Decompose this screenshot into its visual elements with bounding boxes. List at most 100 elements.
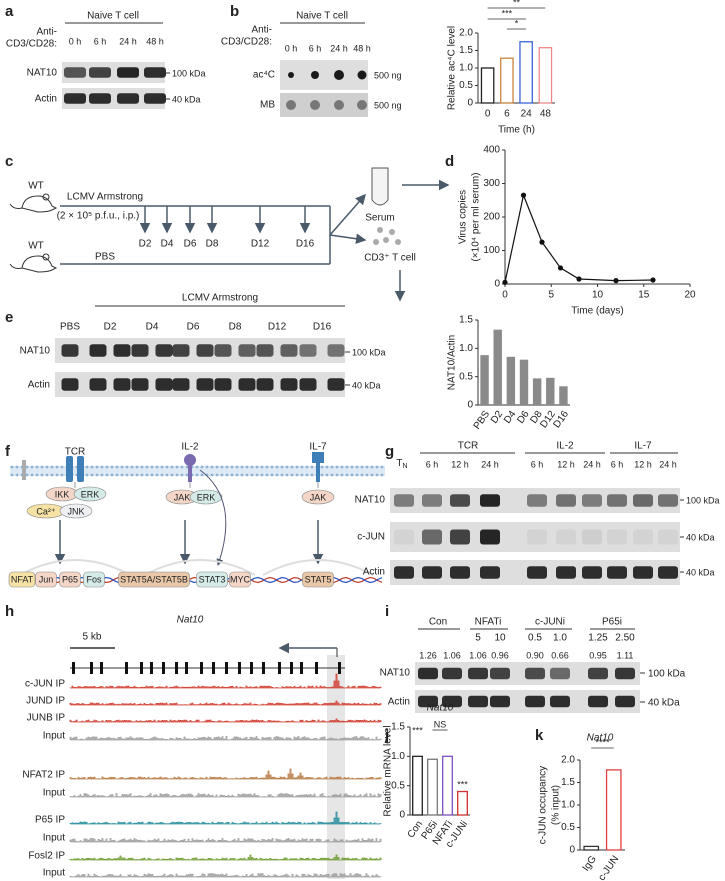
band [172, 344, 190, 357]
row-label: MB [260, 100, 275, 111]
control: PBS [95, 252, 115, 263]
panel-label: c [5, 153, 13, 170]
row-label: NAT10 [380, 668, 411, 679]
lane-label: 24 h [583, 459, 601, 469]
lipid [95, 465, 99, 469]
band [214, 378, 232, 391]
lipid [140, 465, 144, 469]
bar [506, 356, 516, 405]
dose-label: 0.5 [528, 633, 542, 644]
group-label: WT [28, 181, 44, 192]
control-label: T [396, 458, 402, 469]
track-label: Input [43, 833, 65, 844]
x-tick-label: 5 [548, 290, 554, 301]
line [504, 193, 654, 283]
lipid [265, 473, 269, 477]
y-tick-label: 0 [467, 400, 473, 411]
lipid [295, 473, 299, 477]
lipid [15, 465, 19, 469]
size-marker: 40 kDa [352, 380, 381, 390]
nucleus-arc [262, 559, 374, 576]
lipid [375, 473, 379, 477]
bar [457, 790, 468, 816]
y-tick-label: 1.0 [459, 63, 473, 74]
track-label: NFAT2 IP [22, 770, 65, 781]
lane-label: 6 h [531, 459, 544, 469]
signal-label: JAK [310, 492, 327, 502]
dose: (2 × 10⁵ p.f.u., i.p.) [57, 211, 140, 222]
exon [300, 662, 303, 674]
treatment: Anti- [36, 27, 57, 38]
cell-icon [377, 227, 383, 233]
band [556, 494, 576, 507]
band [113, 344, 131, 357]
group-label: Con [429, 617, 447, 628]
band [61, 344, 79, 357]
receptor [66, 456, 73, 482]
size-marker: 100 kDa [172, 68, 206, 78]
receptor-label: IL-7 [309, 442, 327, 453]
x-tick-label: 6 [504, 109, 510, 120]
lipid [150, 473, 154, 477]
lane-label: 6 h [611, 459, 624, 469]
exon [90, 662, 93, 674]
exon [315, 662, 318, 674]
band [196, 378, 214, 391]
significance: **** [595, 737, 610, 747]
band [633, 529, 653, 545]
lipid [135, 473, 139, 477]
group-label: c-JUNi [535, 617, 565, 628]
y-tick-label: 0 [467, 98, 473, 109]
point [539, 239, 545, 245]
exon [278, 662, 281, 674]
significance: * [515, 18, 519, 28]
cell-icon [373, 239, 379, 245]
lipid [370, 473, 374, 477]
lane-label: 12 h [557, 459, 575, 469]
lipid [305, 465, 309, 469]
exon [262, 662, 265, 674]
lipid [220, 465, 224, 469]
signal-track [69, 768, 382, 780]
amount: 500 ng [374, 70, 402, 80]
lipid [115, 465, 119, 469]
lipid [180, 465, 184, 469]
y-tick-label: 0 [494, 279, 500, 290]
lipid [265, 465, 269, 469]
signal-track [69, 854, 382, 861]
dot [334, 100, 344, 110]
point [650, 277, 656, 283]
lipid [185, 465, 189, 469]
band [490, 695, 510, 708]
y-tick-label: 0 [569, 845, 575, 856]
cell-icon [383, 237, 389, 243]
lipid [165, 473, 169, 477]
y-tick-label: 300 [483, 178, 500, 189]
lipid [225, 465, 229, 469]
signal-node [59, 503, 93, 519]
size-marker: 100 kDa [352, 347, 386, 357]
dot [288, 72, 294, 78]
band [256, 344, 274, 357]
exon [162, 662, 165, 674]
nucleus-arc [19, 559, 131, 576]
lipid [180, 473, 184, 477]
lipid [150, 465, 154, 469]
bar [538, 47, 553, 104]
band [480, 494, 500, 507]
lipid [205, 465, 209, 469]
lipid [285, 473, 289, 477]
y-tick-label: 1.5 [459, 315, 473, 326]
lipid [235, 473, 239, 477]
bar [532, 378, 542, 405]
lipid [105, 473, 109, 477]
day-label: D12 [251, 239, 270, 250]
ratio-label: 1.26 [419, 650, 437, 660]
factor-box [196, 571, 228, 588]
panel-label: h [5, 603, 14, 620]
dot [334, 70, 344, 80]
signal-track [69, 793, 382, 798]
bar [427, 758, 438, 816]
factor-label: MYC [230, 574, 251, 584]
point [613, 278, 619, 284]
